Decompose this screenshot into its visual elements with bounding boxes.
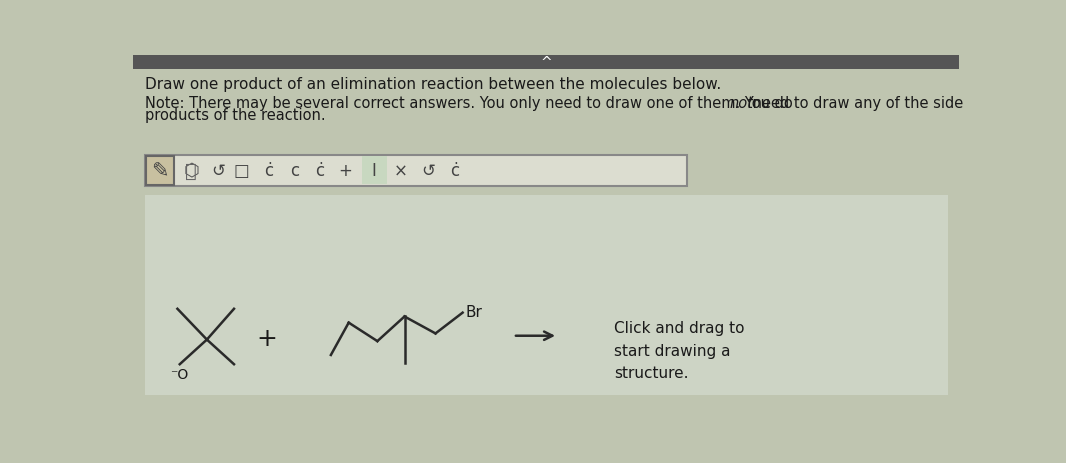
Text: ċ: ċ (316, 162, 324, 180)
Text: ↺: ↺ (211, 162, 225, 180)
Text: ^: ^ (540, 56, 552, 69)
Bar (361, 157, 387, 185)
Text: Note: There may be several correct answers. You only need to draw one of them. Y: Note: There may be several correct answe… (145, 95, 797, 111)
Bar (146, 156, 174, 185)
Text: ✎: ✎ (151, 161, 168, 181)
Text: +: + (256, 326, 277, 350)
Text: ⁻O: ⁻O (169, 368, 188, 382)
Text: +: + (338, 162, 352, 180)
Text: I: I (371, 162, 376, 180)
Text: Draw one product of an elimination reaction between the molecules below.: Draw one product of an elimination react… (145, 77, 721, 92)
Text: need to draw any of the side: need to draw any of the side (748, 95, 963, 111)
Text: ×: × (393, 162, 407, 180)
Text: ↺: ↺ (421, 162, 435, 180)
Text: ċ: ċ (264, 162, 274, 180)
Text: not: not (729, 95, 754, 111)
Text: ċ: ċ (450, 162, 459, 180)
Text: ⬡: ⬡ (183, 162, 199, 180)
Text: c: c (290, 162, 298, 180)
Text: Click and drag to
start drawing a
structure.: Click and drag to start drawing a struct… (614, 321, 744, 380)
Bar (145, 195, 948, 395)
Text: □: □ (233, 162, 249, 180)
Text: products of the reaction.: products of the reaction. (145, 108, 325, 123)
Text: ⬧: ⬧ (185, 161, 197, 180)
FancyBboxPatch shape (145, 156, 688, 186)
Text: Br: Br (466, 304, 483, 319)
Bar (133, 56, 959, 69)
